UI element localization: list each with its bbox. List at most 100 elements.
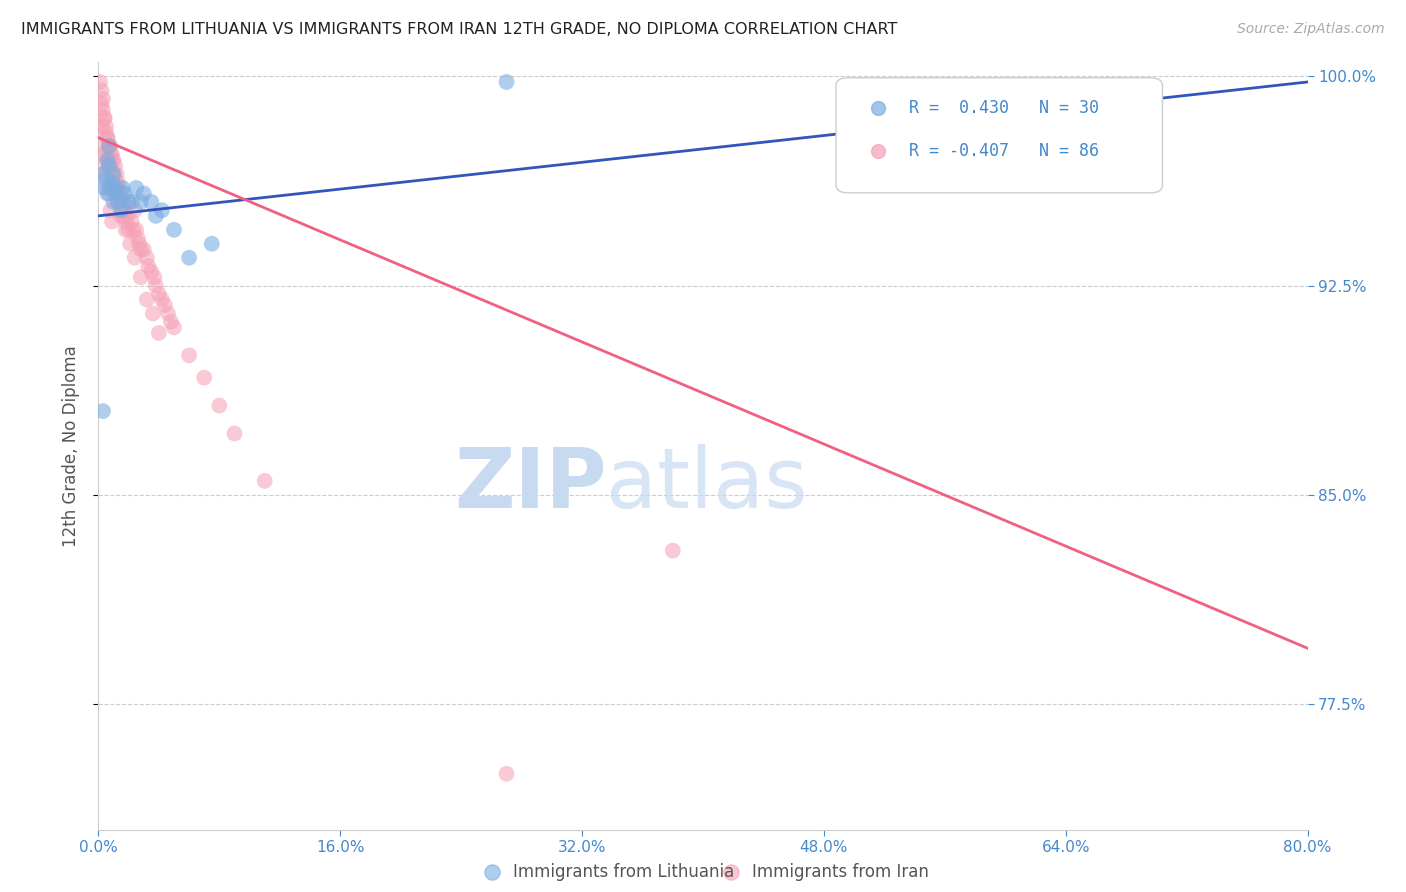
Point [96,181,118,195]
Point [100,203,122,218]
Point [208,399,231,413]
Point [160,315,183,329]
Point [90,97,112,112]
Point [94,125,117,139]
Point [96,153,118,167]
Point [253,474,276,488]
Point [91,103,114,117]
Text: Immigrants from Lithuania: Immigrants from Lithuania [513,863,734,881]
Point [91,139,114,153]
Point [103,153,125,167]
Point [129,194,152,209]
Point [107,194,129,209]
Point [107,175,129,189]
Text: atlas: atlas [606,444,808,524]
Point [93,181,115,195]
Point [156,306,179,320]
Text: R =  0.430   N = 30: R = 0.430 N = 30 [908,100,1098,118]
Text: R = -0.407   N = 86: R = -0.407 N = 86 [908,142,1098,160]
Point [148,326,170,340]
Point [143,270,166,285]
Point [111,181,134,195]
Point [111,194,134,209]
Point [118,194,141,209]
Point [110,186,132,201]
Point [108,194,131,209]
Point [135,251,157,265]
Point [89,75,111,89]
Point [142,306,165,320]
Point [105,186,128,201]
Text: Source: ZipAtlas.com: Source: ZipAtlas.com [1237,22,1385,37]
Point [103,167,125,181]
Point [661,543,683,558]
Point [141,194,163,209]
Point [91,167,114,181]
Point [93,112,115,126]
Point [114,214,136,228]
Point [91,92,114,106]
Point [103,194,125,209]
Point [112,186,135,201]
FancyBboxPatch shape [837,78,1163,193]
Point [145,209,167,223]
Point [115,209,138,223]
Point [105,167,128,181]
Point [105,186,128,201]
Point [101,214,124,228]
Point [91,147,114,161]
Point [98,159,121,173]
Point [100,181,122,195]
Point [114,223,136,237]
Point [127,231,149,245]
Point [108,181,131,195]
Point [125,181,148,195]
Point [495,766,517,780]
Point [224,426,246,441]
Point [103,167,125,181]
Point [112,203,135,218]
Point [120,236,142,251]
Point [111,209,134,223]
Point [98,186,121,201]
Point [110,209,132,223]
Point [101,153,124,167]
Text: ZIP: ZIP [454,444,606,524]
Point [96,186,118,201]
Point [124,251,146,265]
Point [101,167,124,181]
Point [141,265,163,279]
Point [1062,236,1084,251]
Point [150,203,173,218]
Point [179,251,201,265]
Point [98,139,121,153]
Point [150,293,173,307]
Point [132,186,155,201]
Point [98,159,121,173]
Point [91,404,114,418]
Point [129,270,152,285]
Point [96,130,118,145]
Point [100,159,122,173]
Point [128,236,150,251]
Point [201,236,224,251]
Point [105,181,128,195]
Point [122,223,145,237]
Point [104,181,127,195]
Point [101,147,124,161]
Point [94,147,117,161]
Point [136,259,159,273]
Point [179,348,201,362]
Point [98,139,121,153]
Point [104,159,127,173]
Point [100,139,122,153]
Point [145,278,167,293]
Point [90,120,112,134]
Point [107,194,129,209]
Point [495,75,517,89]
Point [98,139,121,153]
Point [104,181,127,195]
Point [96,130,118,145]
Point [135,293,157,307]
Y-axis label: 12th Grade, No Diploma: 12th Grade, No Diploma [62,345,80,547]
